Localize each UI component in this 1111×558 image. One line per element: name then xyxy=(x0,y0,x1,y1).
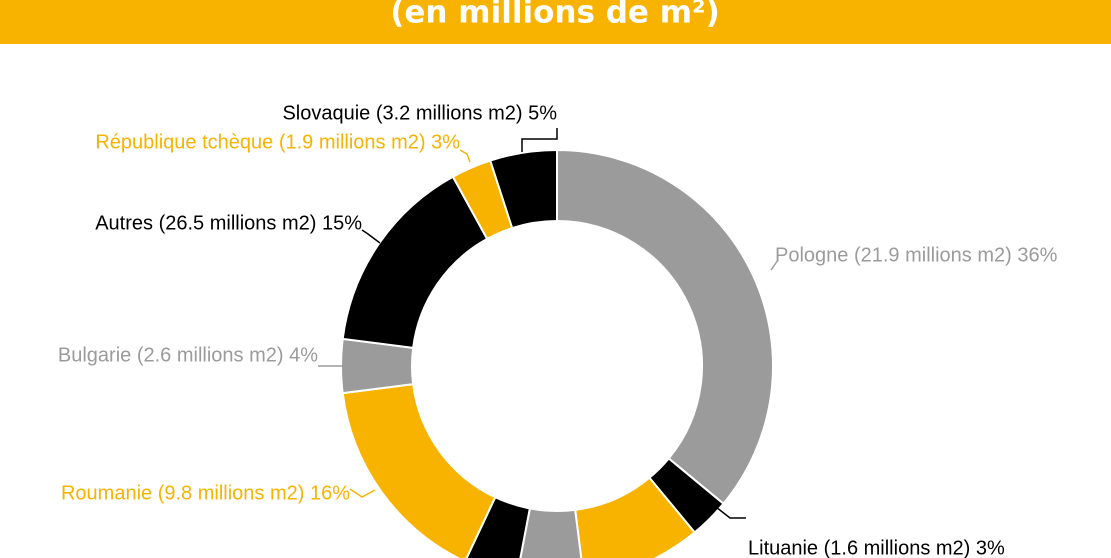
leader-line xyxy=(521,128,558,152)
leader-line xyxy=(361,229,381,244)
leader-line xyxy=(349,488,376,498)
donut-slice xyxy=(488,148,558,230)
slice-label: République tchèque (1.9 millions m2) 3% xyxy=(95,131,460,153)
donut-slice xyxy=(556,148,774,506)
slice-label: Slovaquie (3.2 millions m2) 5% xyxy=(282,102,557,124)
slice-label: Lituanie (1.6 millions m2) 3% xyxy=(748,537,1005,558)
leader-line xyxy=(715,506,746,519)
slice-label: Autres (26.5 millions m2) 15% xyxy=(95,212,362,234)
slice-label: Roumanie (9.8 millions m2) 16% xyxy=(61,482,350,504)
donut-slice xyxy=(341,383,497,558)
leader-line xyxy=(770,259,779,271)
title-band xyxy=(0,0,1111,44)
donut-slice xyxy=(341,175,489,349)
chart-title: (en millions de m²) xyxy=(390,0,720,31)
slice-label: Bulgarie (2.6 millions m2) 4% xyxy=(58,344,318,366)
slice-label: Pologne (21.9 millions m2) 36% xyxy=(775,244,1058,266)
leader-line xyxy=(459,149,471,163)
